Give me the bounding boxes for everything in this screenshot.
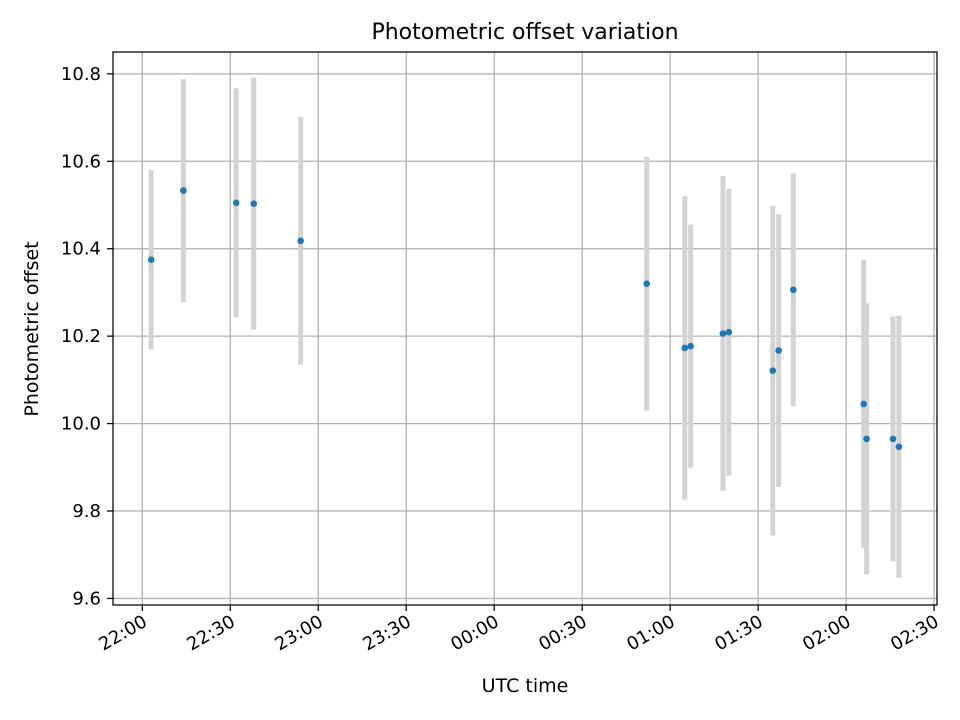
y-axis: 9.6 9.8 10.0 10.2 10.4 10.6 10.8 [61,64,113,609]
data-point [687,342,694,350]
data-points [147,187,903,451]
data-point [147,256,155,263]
data-point [775,347,782,354]
y-tick-label: 10.2 [61,326,101,347]
y-axis-label: Photometric offset [21,241,43,416]
data-point [180,187,187,194]
data-point [232,199,240,207]
data-point [643,280,650,287]
data-point [681,344,689,352]
y-tick-label: 10.0 [61,414,101,435]
grid [113,52,937,605]
x-axis-label: UTC time [482,675,569,697]
data-point [860,400,867,408]
data-point [250,200,258,207]
data-point [725,328,733,336]
y-tick-label: 9.6 [72,588,101,609]
data-point [863,435,870,443]
y-tick-label: 10.4 [61,239,101,260]
y-tick-label: 9.8 [72,501,101,522]
chart-title: Photometric offset variation [371,20,678,45]
y-tick-label: 10.8 [61,64,101,85]
data-point [719,330,727,337]
plot-frame [112,51,938,606]
data-point [889,435,897,443]
data-point [769,367,777,374]
y-tick-label: 10.6 [61,151,101,172]
data-point [790,286,797,294]
data-point [895,443,903,451]
data-point [297,237,304,245]
